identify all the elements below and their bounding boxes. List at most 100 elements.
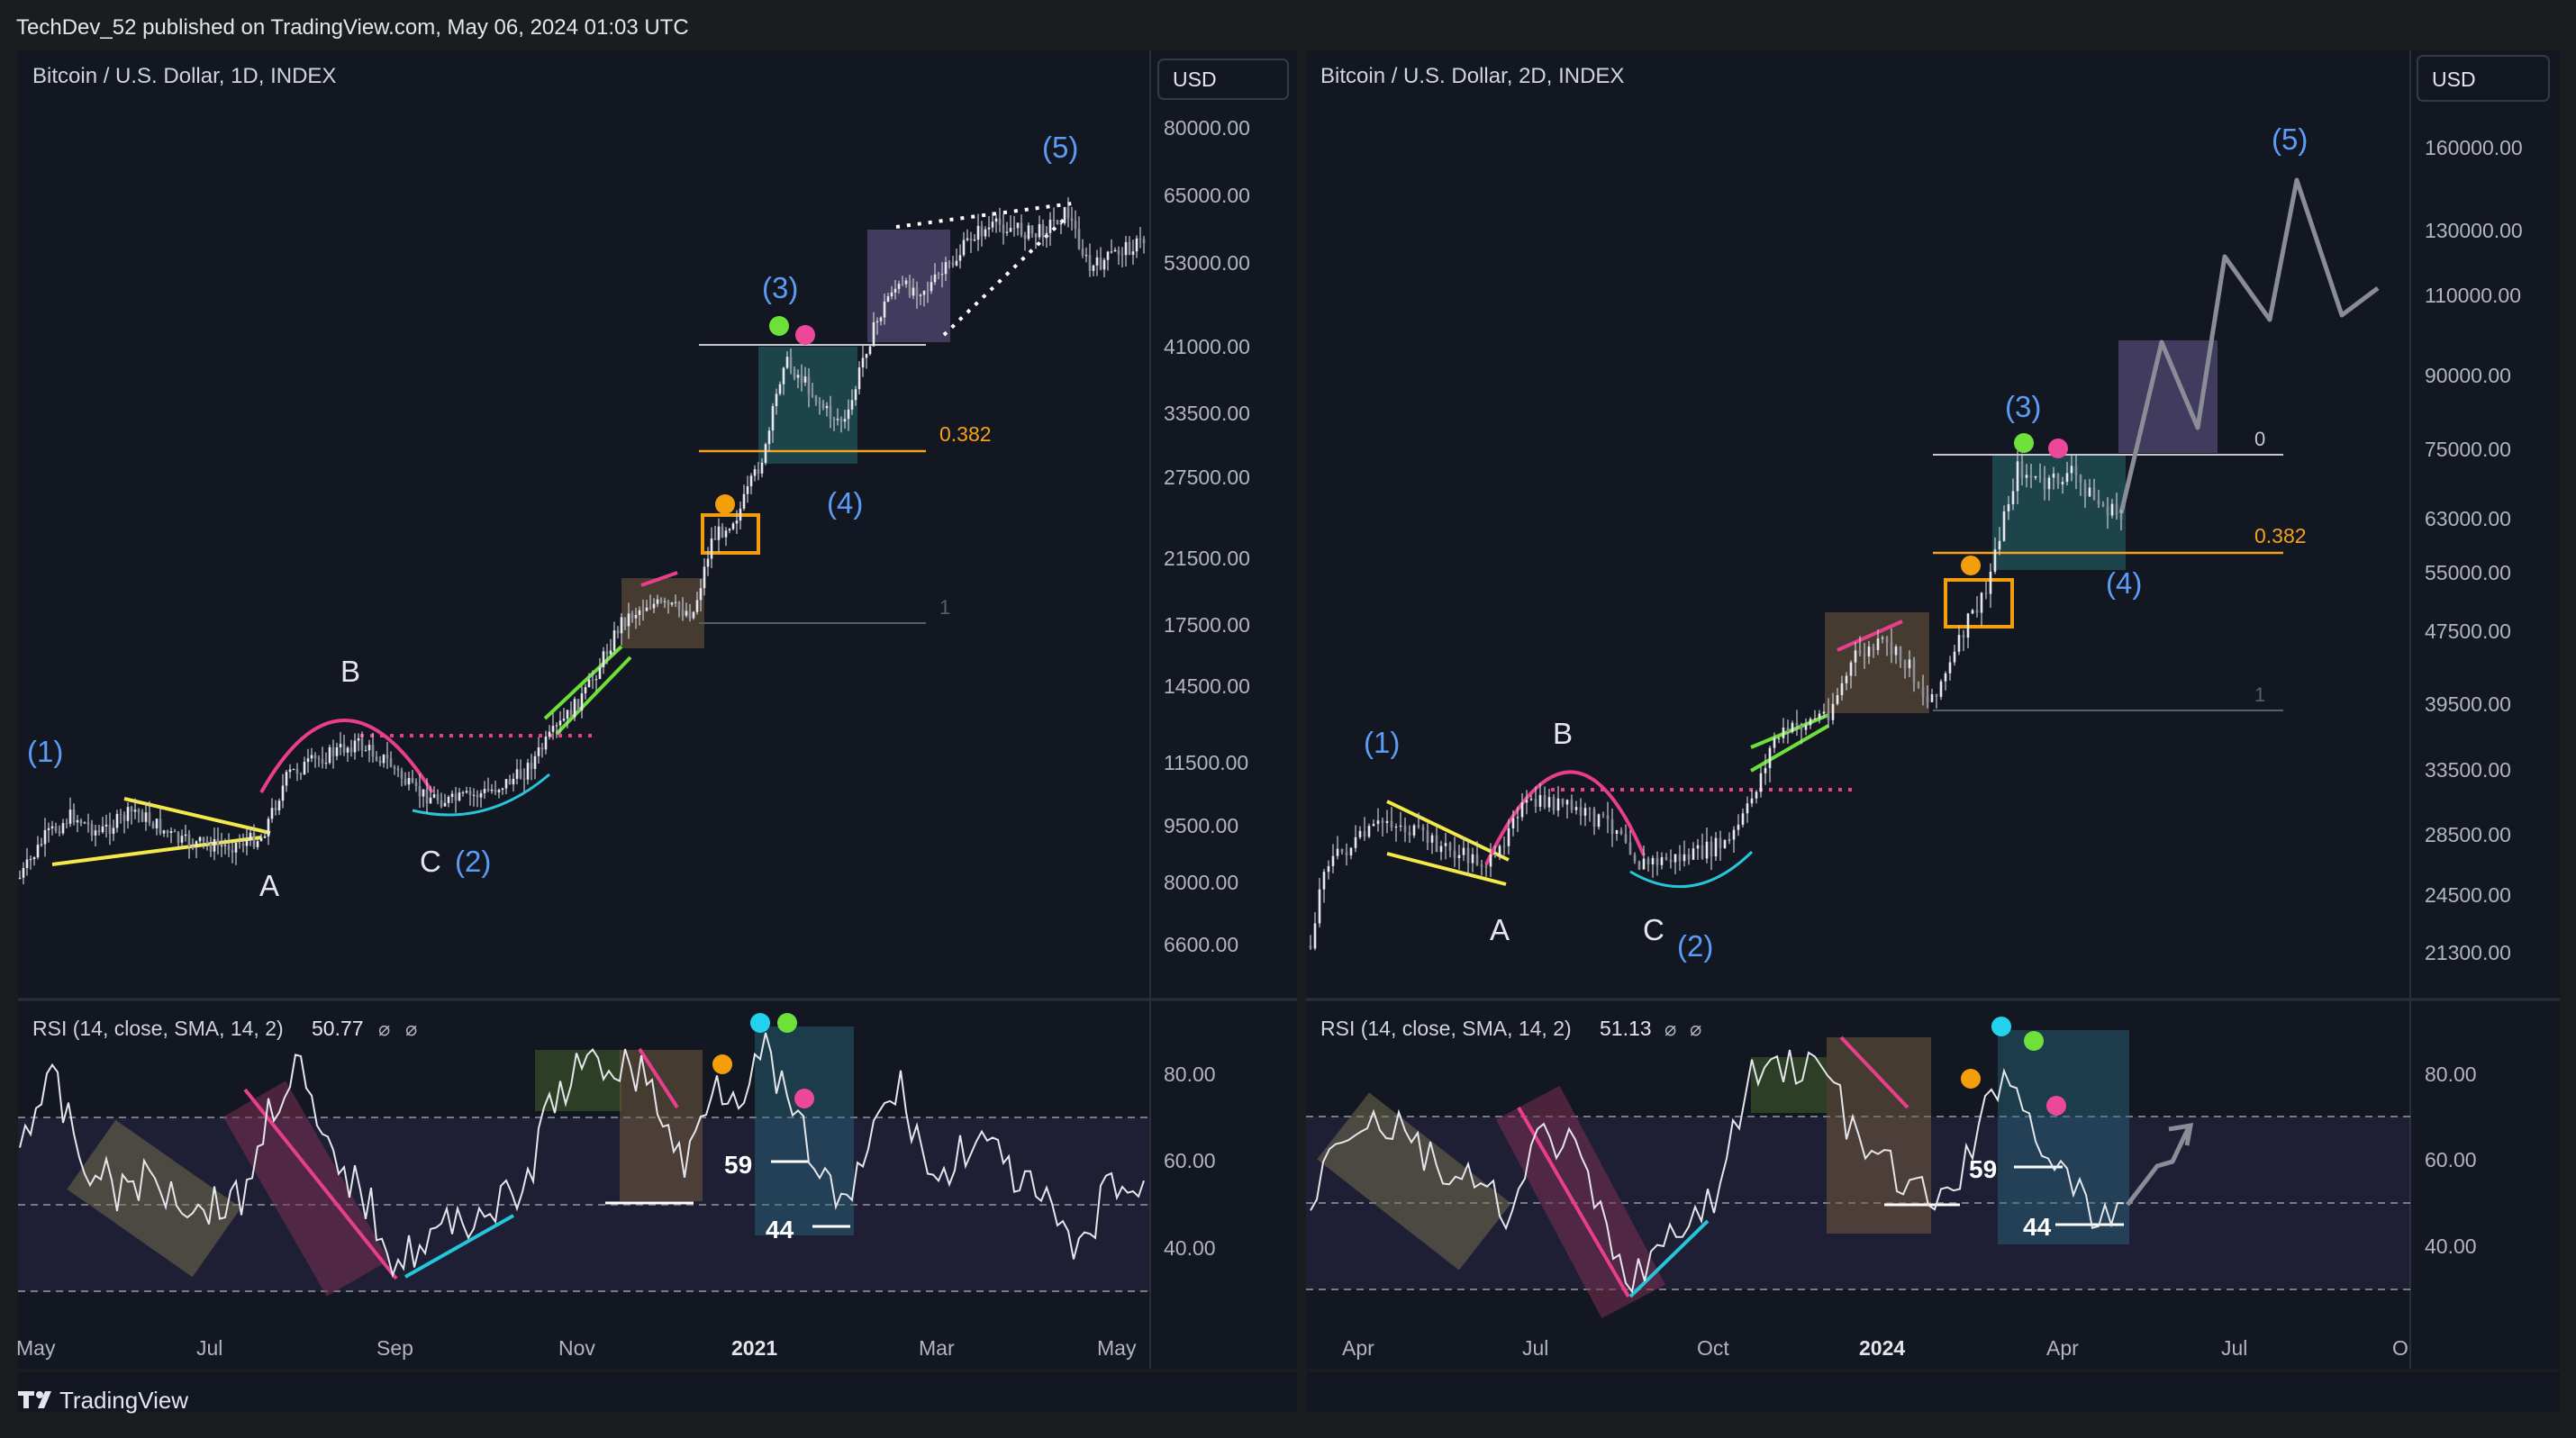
candle-body (1070, 218, 1074, 222)
candle-body (404, 778, 407, 785)
candle-body (998, 218, 1002, 225)
right-currency-button[interactable] (2417, 55, 2550, 102)
candle-body (267, 818, 270, 837)
candle-body (306, 758, 310, 763)
right-breakout-box (1944, 578, 2014, 629)
candle-body (1570, 800, 1574, 810)
candle-body (79, 819, 83, 824)
candle-body (1556, 798, 1560, 811)
left-label-b: B (340, 655, 360, 688)
left-rsi-settings-icon[interactable]: ⌀ (405, 1017, 417, 1040)
candle-body (2106, 506, 2109, 516)
candle-body (1822, 711, 1826, 714)
candle-body (407, 778, 411, 785)
right-main-pane[interactable] (1306, 50, 2560, 998)
candle-body (1439, 846, 1443, 853)
candle-body (425, 789, 429, 804)
left-time-axis[interactable] (18, 1372, 1297, 1412)
candle-body (760, 463, 764, 474)
right-time-axis[interactable] (1306, 1372, 2560, 1412)
left-xtick-sep: Sep (376, 1336, 413, 1360)
candle-body (25, 859, 29, 868)
candle-body (1048, 220, 1052, 233)
candle-body (1498, 846, 1501, 856)
left-rsi-pink-slope (638, 1047, 679, 1109)
candle-body (2115, 503, 2118, 515)
left-rsi-hide-icon[interactable]: ⌀ (378, 1017, 390, 1040)
candle-body (1002, 224, 1005, 233)
candle-body (1696, 845, 1700, 849)
candle-body (1117, 249, 1120, 255)
candle-body (274, 808, 277, 811)
left-price-tick: 41000.00 (1164, 335, 1250, 358)
candle-body (285, 772, 288, 786)
candle-body (796, 375, 800, 378)
candle-body (688, 610, 692, 619)
candle-body (994, 218, 998, 222)
candle-body (1417, 825, 1420, 828)
right-rsi-pane[interactable] (1306, 1001, 2560, 1369)
candle-body (339, 744, 342, 747)
candle-body (450, 793, 454, 797)
left-main-pane[interactable] (18, 50, 1297, 998)
candle-body (1737, 824, 1740, 830)
candle-body (1624, 834, 1628, 843)
candle-body (526, 763, 530, 780)
candle-body (659, 599, 663, 602)
candle-body (1102, 259, 1106, 270)
candle-body (1732, 829, 1736, 840)
candle-body (1081, 249, 1084, 256)
candle-body (908, 280, 912, 296)
candle-body (122, 814, 126, 821)
candle-body (195, 841, 198, 847)
candle-body (811, 394, 814, 396)
left-channel-upper (543, 645, 623, 720)
candle-body (746, 486, 749, 494)
left-price-tick: 53000.00 (1164, 251, 1250, 275)
candle-body (951, 262, 955, 266)
left-xtick-may: May (16, 1336, 56, 1360)
candle-body (299, 773, 303, 775)
candle-body (1903, 660, 1907, 669)
candle-body (533, 755, 537, 769)
right-rsi-pink-line (1517, 1106, 1630, 1298)
candle-body (1773, 737, 1776, 748)
candle-body (447, 796, 450, 803)
candle-body (1998, 540, 2001, 550)
left-wave-2: (2) (455, 845, 491, 878)
right-rsi-dot-cyan (1991, 1017, 2011, 1036)
candle-body (1066, 207, 1070, 219)
candle-body (1926, 696, 1929, 702)
left-rsi-value: 50.77 (312, 1017, 364, 1040)
right-price-tick: 75000.00 (2425, 438, 2511, 461)
left-price-tick: 65000.00 (1164, 184, 1250, 207)
right-xtick-apr2: Apr (2046, 1336, 2079, 1360)
publisher-caption: TechDev_52 published on TradingView.com,… (16, 15, 689, 40)
right-rsi-settings-icon[interactable]: ⌀ (1690, 1017, 1701, 1040)
candle-body (1529, 799, 1533, 800)
candle-body (1358, 830, 1362, 837)
candle-body (1444, 843, 1447, 846)
candle-body (1030, 225, 1034, 234)
candle-body (1099, 257, 1102, 270)
candle-body (458, 792, 461, 801)
candle-body (638, 610, 641, 616)
candle-body (566, 710, 569, 719)
left-currency-button[interactable] (1157, 59, 1289, 100)
candle-body (1984, 592, 1988, 594)
tradingview-logo[interactable]: TradingView (18, 1387, 188, 1414)
left-price-axis[interactable]: 80000.00 65000.00 53000.00 41000.00 33500.00… (1164, 116, 1250, 956)
candle-body (321, 758, 324, 764)
candle-body (1993, 549, 1997, 572)
right-price-tick: 28500.00 (2425, 823, 2511, 846)
candle-body (328, 746, 331, 764)
candle-body (2025, 475, 2028, 478)
candle-body (522, 778, 526, 780)
candle-body (432, 794, 436, 798)
right-price-axis[interactable]: 160000.00 130000.00 110000.00 90000.00 75000… (2425, 136, 2523, 964)
right-rsi-hide-icon[interactable]: ⌀ (1664, 1017, 1676, 1040)
candle-body (562, 719, 566, 721)
candle-body (1084, 255, 1088, 257)
candle-body (713, 538, 717, 540)
candle-body (29, 859, 32, 861)
